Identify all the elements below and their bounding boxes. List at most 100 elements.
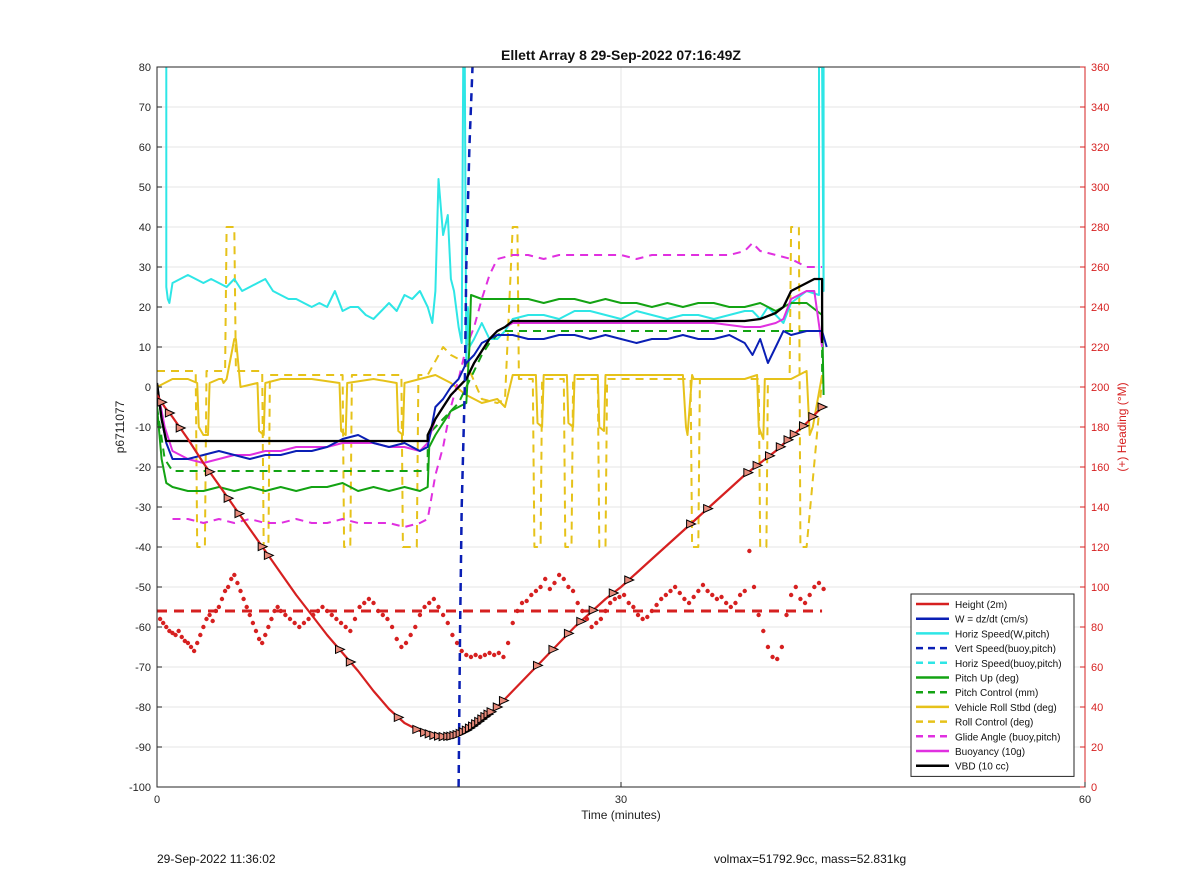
x-tick-label: 0 bbox=[154, 794, 160, 806]
heading-point bbox=[278, 608, 283, 614]
heading-point bbox=[235, 580, 240, 586]
heading-point bbox=[185, 640, 191, 646]
footer-mass-info: volmax=51792.9cc, mass=52.831kg bbox=[714, 852, 907, 866]
y-axis-right-label: (+) Heading (°M) bbox=[1115, 382, 1129, 471]
height-marker bbox=[743, 467, 755, 478]
heading-point bbox=[375, 608, 381, 614]
y-right-tick-label: 80 bbox=[1091, 622, 1103, 634]
heading-point bbox=[501, 654, 506, 660]
heading-point bbox=[663, 592, 669, 598]
x-axis-label: Time (minutes) bbox=[581, 808, 661, 822]
heading-point bbox=[292, 620, 297, 626]
legend-label: Horiz Speed(W,pitch) bbox=[955, 629, 1049, 640]
heading-point bbox=[742, 588, 747, 594]
plot-series bbox=[157, 67, 829, 787]
height-marker bbox=[257, 541, 269, 552]
height-marker bbox=[783, 435, 795, 445]
heading-point bbox=[394, 636, 399, 642]
heading-point bbox=[737, 592, 743, 598]
legend-label: Roll Control (deg) bbox=[955, 718, 1033, 729]
height-marker bbox=[498, 695, 510, 706]
heading-point bbox=[403, 640, 409, 646]
heading-point bbox=[408, 632, 413, 638]
heading-point bbox=[547, 586, 553, 592]
heading-point bbox=[244, 604, 249, 610]
heading-point bbox=[207, 612, 212, 618]
heading-point bbox=[561, 576, 566, 582]
heading-point bbox=[686, 600, 692, 606]
y-axis-right: 3603403203002802602402202001801601401201… bbox=[1080, 62, 1109, 794]
height-marker bbox=[624, 575, 635, 585]
y-right-tick-label: 240 bbox=[1091, 302, 1109, 314]
heading-point bbox=[556, 572, 562, 578]
heading-point bbox=[413, 624, 418, 630]
y-tick-label: -50 bbox=[135, 582, 151, 594]
y-tick-label: -100 bbox=[129, 782, 151, 794]
series-w-dz-dt-cm-s bbox=[157, 330, 828, 460]
heading-point bbox=[672, 584, 678, 590]
y-right-tick-label: 180 bbox=[1091, 422, 1109, 434]
heading-point bbox=[216, 604, 222, 610]
heading-point bbox=[784, 612, 789, 618]
y-right-tick-label: 200 bbox=[1091, 382, 1109, 394]
height-marker bbox=[588, 605, 600, 615]
y-right-tick-label: 360 bbox=[1091, 62, 1109, 74]
footer-timestamp: 29-Sep-2022 11:36:02 bbox=[157, 852, 276, 866]
heading-point bbox=[399, 644, 404, 650]
heading-point bbox=[362, 600, 367, 606]
height-marker bbox=[335, 644, 346, 655]
heading-point bbox=[482, 652, 488, 658]
heading-point bbox=[315, 608, 321, 614]
height-marker bbox=[799, 421, 810, 431]
heading-point bbox=[320, 604, 325, 610]
height-marker bbox=[175, 423, 187, 433]
heading-point bbox=[266, 624, 271, 630]
heading-point bbox=[649, 608, 655, 614]
heading-point bbox=[464, 652, 469, 658]
heading-point bbox=[478, 654, 483, 660]
height-marker bbox=[775, 442, 787, 452]
height-marker bbox=[764, 451, 776, 461]
heading-point bbox=[389, 624, 395, 630]
y-right-tick-label: 260 bbox=[1091, 262, 1109, 274]
heading-point bbox=[198, 632, 203, 638]
y-tick-label: 0 bbox=[145, 382, 151, 394]
heading-point bbox=[751, 584, 757, 590]
y-right-tick-label: 20 bbox=[1091, 742, 1103, 754]
y-tick-label: -10 bbox=[135, 422, 151, 434]
height-marker bbox=[486, 707, 498, 717]
y-right-tick-label: 340 bbox=[1091, 102, 1109, 114]
height-marker bbox=[789, 429, 801, 439]
series-pitch-control-mm bbox=[157, 330, 824, 472]
legend-label: Height (2m) bbox=[955, 600, 1007, 611]
heading-point bbox=[210, 618, 215, 624]
heading-point bbox=[645, 614, 650, 620]
legend-label: W = dz/dt (cm/s) bbox=[955, 615, 1028, 626]
heading-point bbox=[238, 588, 243, 594]
height-marker bbox=[492, 702, 504, 712]
heading-point bbox=[232, 572, 237, 578]
heading-point bbox=[700, 582, 706, 588]
series-vbd-10-cc bbox=[157, 277, 824, 443]
y-right-tick-label: 300 bbox=[1091, 182, 1109, 194]
heading-point bbox=[612, 596, 618, 602]
heading-point bbox=[371, 600, 376, 606]
height-marker bbox=[164, 408, 176, 418]
y-axis-label: p6711077 bbox=[113, 400, 127, 453]
x-tick-label: 30 bbox=[615, 794, 627, 806]
heading-point bbox=[654, 602, 659, 608]
heading-point bbox=[510, 620, 515, 626]
y-tick-label: 30 bbox=[139, 262, 151, 274]
heading-point bbox=[691, 594, 696, 600]
heading-point bbox=[519, 600, 525, 606]
heading-point bbox=[816, 580, 822, 586]
legend-label: Vert Speed(buoy,pitch) bbox=[955, 644, 1056, 655]
y-tick-label: -80 bbox=[135, 702, 151, 714]
heading-point bbox=[334, 616, 339, 622]
heading-point bbox=[505, 640, 511, 646]
heading-point bbox=[468, 654, 474, 660]
heading-point bbox=[529, 592, 534, 598]
heading-point bbox=[385, 616, 390, 622]
heading-point bbox=[380, 612, 386, 618]
